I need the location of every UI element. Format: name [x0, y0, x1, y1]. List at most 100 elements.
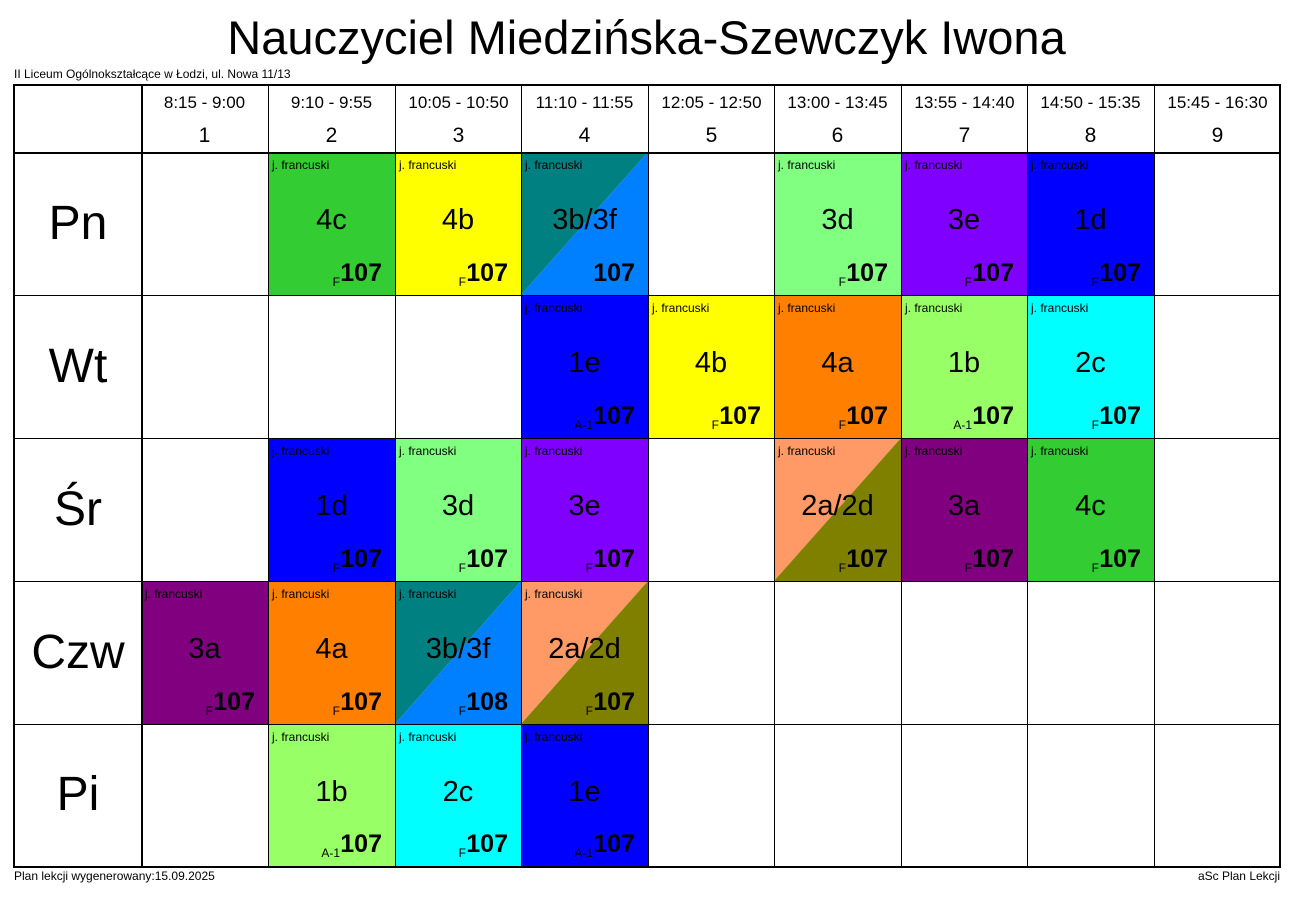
period-time: 13:55 - 14:40 — [914, 93, 1015, 112]
lesson-color-fill — [268, 152, 395, 295]
lesson-group: F — [1091, 561, 1099, 575]
lesson-background — [268, 438, 395, 581]
lesson-background — [395, 724, 521, 866]
lesson-cell[interactable]: j. francuski 3a F 107 — [901, 438, 1027, 581]
lesson-color-fill — [901, 438, 1027, 581]
lesson-color-fill — [774, 295, 901, 438]
lesson-color-fill — [901, 295, 1027, 438]
lesson-class: 3e — [947, 204, 981, 236]
lesson-subject: j. francuski — [1031, 301, 1089, 315]
lesson-cell[interactable]: j. francuski 2a/2d F 107 — [774, 438, 901, 581]
lesson-color-fill-lower — [521, 581, 648, 724]
lesson-color-fill — [1027, 295, 1154, 438]
lesson-group: F — [332, 704, 340, 718]
lesson-cell[interactable]: j. francuski 4c F 107 — [268, 152, 395, 295]
lesson-cell[interactable]: j. francuski 3d F 107 — [774, 152, 901, 295]
grid-column-divider — [648, 86, 649, 866]
lesson-group: F — [205, 704, 213, 718]
lesson-class: 3b/3f — [425, 633, 491, 665]
lesson-background — [521, 438, 648, 581]
lesson-background — [901, 438, 1027, 581]
lesson-cell[interactable]: j. francuski 3d F 107 — [395, 438, 521, 581]
period-number: 8 — [1084, 124, 1097, 147]
lesson-subject: j. francuski — [905, 158, 963, 172]
lesson-subject: j. francuski — [778, 301, 836, 315]
lesson-class: 3b/3f — [552, 204, 617, 236]
lesson-cell[interactable]: j. francuski 3b/3f 107 — [521, 152, 648, 295]
timetable-grid: j. francuski 4c F 107 j. francuski 4b F 107 j. f… — [13, 84, 1281, 868]
lesson-color-fill — [395, 438, 521, 581]
lesson-background — [521, 581, 648, 724]
day-label: Pn — [48, 196, 108, 250]
lesson-group: A-1 — [574, 418, 593, 432]
lesson-cell[interactable]: j. francuski 3e F 107 — [521, 438, 648, 581]
day-label: Śr — [54, 482, 102, 536]
lesson-cell[interactable]: j. francuski 1d F 107 — [268, 438, 395, 581]
lesson-subject: j. francuski — [272, 730, 330, 744]
lesson-color-fill-lower — [774, 438, 901, 581]
lesson-cell[interactable]: j. francuski 1b A-1 107 — [268, 724, 395, 866]
lesson-cell[interactable]: j. francuski 1b A-1 107 — [901, 295, 1027, 438]
period-number: 6 — [831, 124, 844, 147]
grid-row-divider — [15, 295, 1279, 296]
lesson-cell[interactable]: j. francuski 4a F 107 — [268, 581, 395, 724]
lesson-class: 1e — [568, 347, 601, 379]
lesson-cell[interactable]: j. francuski 1e A-1 107 — [521, 724, 648, 866]
period-number: 4 — [578, 124, 591, 147]
lesson-color-fill — [901, 152, 1027, 295]
period-time: 10:05 - 10:50 — [408, 93, 509, 112]
lesson-subject: j. francuski — [272, 587, 330, 601]
lesson-class: 4c — [316, 204, 347, 236]
day-label: Pi — [56, 768, 100, 821]
lesson-group: F — [332, 561, 340, 575]
lesson-room: 107 — [846, 545, 888, 573]
lesson-cell[interactable]: j. francuski 2c F 107 — [1027, 295, 1154, 438]
lesson-subject: j. francuski — [525, 587, 583, 601]
lesson-background — [1027, 295, 1154, 438]
lesson-cell[interactable]: j. francuski 4b F 107 — [395, 152, 521, 295]
lesson-color-fill — [648, 295, 774, 438]
grid-column-divider — [395, 86, 396, 866]
lesson-cell[interactable]: j. francuski 4b F 107 — [648, 295, 774, 438]
lesson-room: 107 — [1099, 259, 1141, 287]
lesson-room: 107 — [593, 688, 635, 716]
lesson-subject: j. francuski — [905, 444, 963, 458]
lesson-cell[interactable]: j. francuski 2c F 107 — [395, 724, 521, 866]
lesson-subject: j. francuski — [399, 587, 457, 601]
lesson-color-fill — [395, 724, 521, 866]
period-number: 7 — [958, 124, 971, 147]
lesson-room: 107 — [972, 259, 1014, 287]
grid-row-divider — [15, 724, 1279, 725]
lesson-cell[interactable]: j. francuski 3a F 107 — [141, 581, 268, 724]
lesson-class: 3a — [947, 490, 981, 522]
lesson-subject: j. francuski — [525, 301, 583, 315]
generated-date: Plan lekcji wygenerowany:15.09.2025 — [14, 869, 215, 883]
lesson-class: 1d — [1074, 204, 1107, 236]
lesson-class: 2c — [442, 776, 474, 808]
lesson-group: A-1 — [953, 418, 972, 432]
lesson-cell[interactable]: j. francuski 3b/3f F 108 — [395, 581, 521, 724]
day-label: Wt — [48, 339, 108, 393]
period-time: 15:45 - 16:30 — [1167, 93, 1268, 112]
lesson-subject: j. francuski — [652, 301, 710, 315]
lesson-room: 107 — [593, 545, 635, 573]
lesson-cell[interactable]: j. francuski 3e F 107 — [901, 152, 1027, 295]
page-title: Nauczyciel Miedzińska-Szewczyk Iwona — [227, 11, 1066, 64]
lesson-subject: j. francuski — [778, 444, 836, 458]
lesson-background — [901, 295, 1027, 438]
lesson-group: A-1 — [574, 846, 593, 860]
lesson-subject: j. francuski — [272, 158, 330, 172]
lesson-cell[interactable]: j. francuski 1e A-1 107 — [521, 295, 648, 438]
period-time: 9:10 - 9:55 — [290, 93, 373, 112]
lesson-cell[interactable]: j. francuski 4a F 107 — [774, 295, 901, 438]
lesson-cell[interactable]: j. francuski 1d F 107 — [1027, 152, 1154, 295]
period-time: 11:10 - 11:55 — [535, 93, 634, 112]
lesson-cell[interactable]: j. francuski 2a/2d F 107 — [521, 581, 648, 724]
lesson-room: 107 — [593, 830, 635, 858]
lesson-color-fill — [1027, 438, 1154, 581]
lesson-room: 107 — [213, 688, 255, 716]
lesson-cell[interactable]: j. francuski 4c F 107 — [1027, 438, 1154, 581]
lesson-class: 3d — [821, 204, 854, 236]
lesson-group: F — [838, 418, 846, 432]
lesson-room: 107 — [593, 402, 635, 430]
